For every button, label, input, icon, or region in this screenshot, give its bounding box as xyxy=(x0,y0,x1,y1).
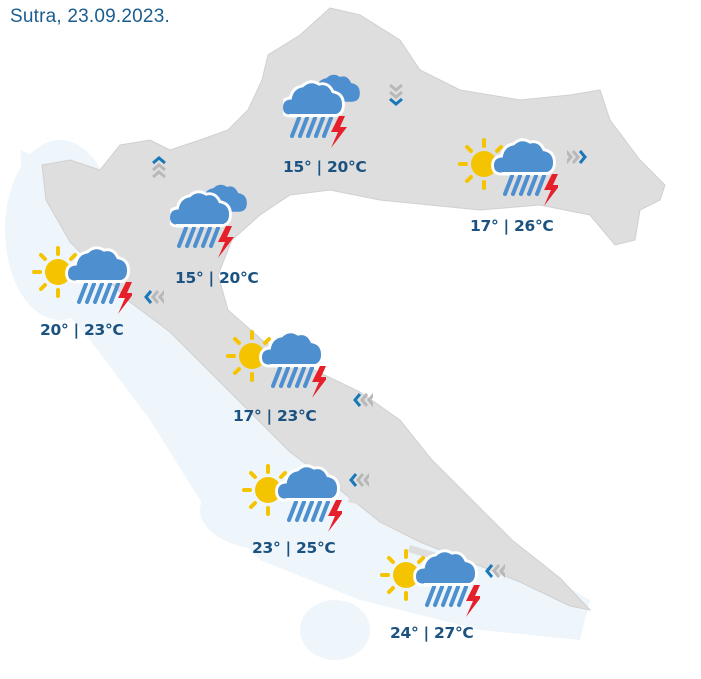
lightning-icon xyxy=(312,366,328,398)
rain-icon xyxy=(289,114,347,148)
cloud-icon xyxy=(413,549,478,587)
weather-sun-cloud-rain-thunder-icon xyxy=(380,543,482,627)
rain-icon xyxy=(424,583,482,617)
wind-arrow-right-icon xyxy=(564,143,587,175)
lightning-icon xyxy=(466,585,482,617)
weather-sun-cloud-rain-thunder-icon xyxy=(226,324,328,408)
sun-icon xyxy=(32,246,77,298)
cloud-icon xyxy=(280,74,360,118)
rain-icon xyxy=(76,280,134,314)
rain-icon xyxy=(286,498,344,532)
sun-icon xyxy=(458,138,503,190)
rain-icon xyxy=(502,172,560,206)
page-title: Sutra, 23.09.2023. xyxy=(10,6,170,27)
cloud-icon xyxy=(167,184,247,228)
lightning-icon xyxy=(331,116,347,148)
weather-double-cloud-rain-thunder-icon xyxy=(280,72,383,156)
cloud-icon xyxy=(65,246,130,284)
sun-icon xyxy=(242,464,287,516)
sun-icon xyxy=(380,549,425,601)
cloud-icon xyxy=(259,330,324,368)
wind-arrow-up-icon xyxy=(149,152,169,184)
wind-arrow-down-icon xyxy=(386,82,406,114)
cloud-icon xyxy=(491,138,556,176)
sun-icon xyxy=(226,330,271,382)
temperature-label: 17° | 23°C xyxy=(233,407,317,425)
temperature-label: 15° | 20°C xyxy=(283,158,367,176)
weather-sun-cloud-rain-thunder-icon xyxy=(458,132,560,216)
temperature-label: 23° | 25°C xyxy=(252,539,336,557)
rain-icon xyxy=(176,224,234,258)
temperature-label: 24° | 27°C xyxy=(390,624,474,642)
lightning-icon xyxy=(218,226,234,258)
wind-arrow-left-icon xyxy=(349,466,372,498)
temperature-label: 15° | 20°C xyxy=(175,269,259,287)
temperature-label: 17° | 26°C xyxy=(470,217,554,235)
weather-sun-cloud-rain-thunder-icon xyxy=(242,458,344,542)
lightning-icon xyxy=(328,500,344,532)
cloud-icon xyxy=(275,464,340,502)
temperature-label: 20° | 23°C xyxy=(40,321,124,339)
lightning-icon xyxy=(544,174,560,206)
wind-arrow-left-icon xyxy=(485,557,508,589)
rain-icon xyxy=(270,364,328,398)
weather-double-cloud-rain-thunder-icon xyxy=(167,182,270,266)
lightning-icon xyxy=(118,282,134,314)
weather-sun-cloud-rain-thunder-icon xyxy=(32,240,134,324)
wind-arrow-left-icon xyxy=(144,283,167,315)
wind-arrow-left-icon xyxy=(353,386,376,418)
